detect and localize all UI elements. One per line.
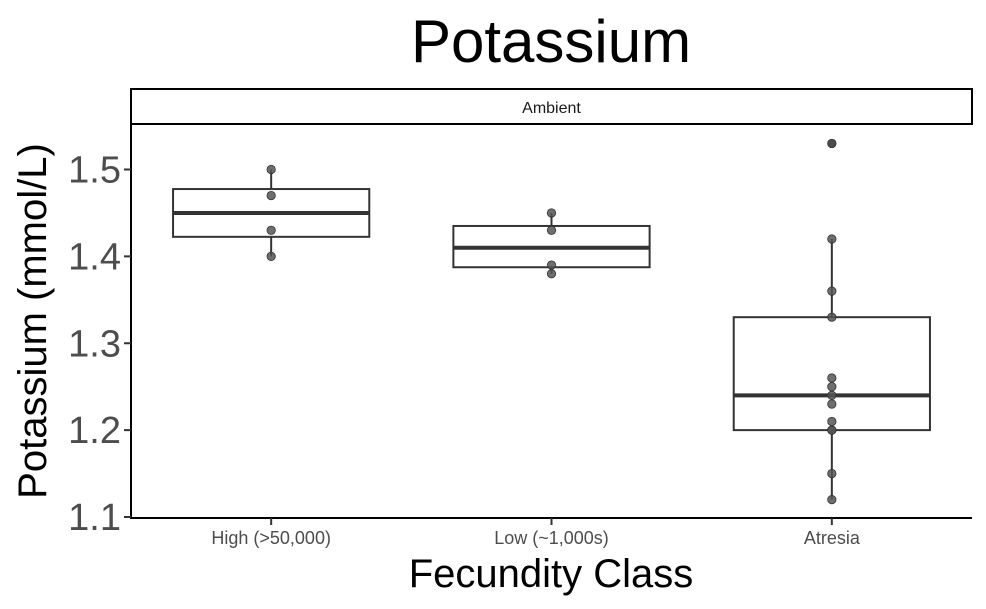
y-tick-label: 1.1 [68, 497, 121, 539]
plot-area [172, 138, 931, 505]
x-axis: High (>50,000) Low (~1,000s) Atresia [211, 518, 861, 548]
data-point [827, 382, 837, 392]
x-tick-label: Low (~1,000s) [494, 528, 609, 548]
y-axis: 1.1 1.2 1.3 1.4 1.5 [68, 150, 131, 539]
data-point [827, 495, 837, 505]
facet-label: Ambient [522, 100, 581, 117]
data-point [546, 208, 557, 218]
data-point [827, 312, 837, 322]
y-axis-label: Potassium (mmol/L) [11, 143, 55, 499]
data-point [827, 138, 837, 149]
data-point [827, 234, 837, 244]
data-point [266, 190, 276, 201]
facet-strip [130, 88, 973, 125]
data-point [546, 269, 557, 279]
x-axis-label: Fecundity Class [409, 552, 694, 596]
data-point [827, 468, 837, 479]
y-tick-label: 1.2 [68, 410, 121, 452]
data-point [827, 416, 837, 427]
y-tick-label: 1.4 [68, 236, 121, 278]
y-tick-label: 1.5 [68, 150, 121, 192]
data-point [266, 164, 276, 175]
data-point [827, 373, 837, 383]
data-point [827, 399, 837, 409]
data-point [266, 251, 276, 261]
data-point [827, 390, 837, 400]
data-point [546, 260, 557, 270]
x-tick-label: High (>50,000) [211, 528, 331, 548]
y-tick-label: 1.3 [68, 323, 121, 365]
x-tick-label: Atresia [804, 528, 861, 548]
data-point [827, 286, 837, 296]
chart-title: Potassium [411, 8, 691, 75]
data-point [266, 225, 276, 235]
data-point [546, 225, 557, 235]
data-point [827, 425, 837, 435]
